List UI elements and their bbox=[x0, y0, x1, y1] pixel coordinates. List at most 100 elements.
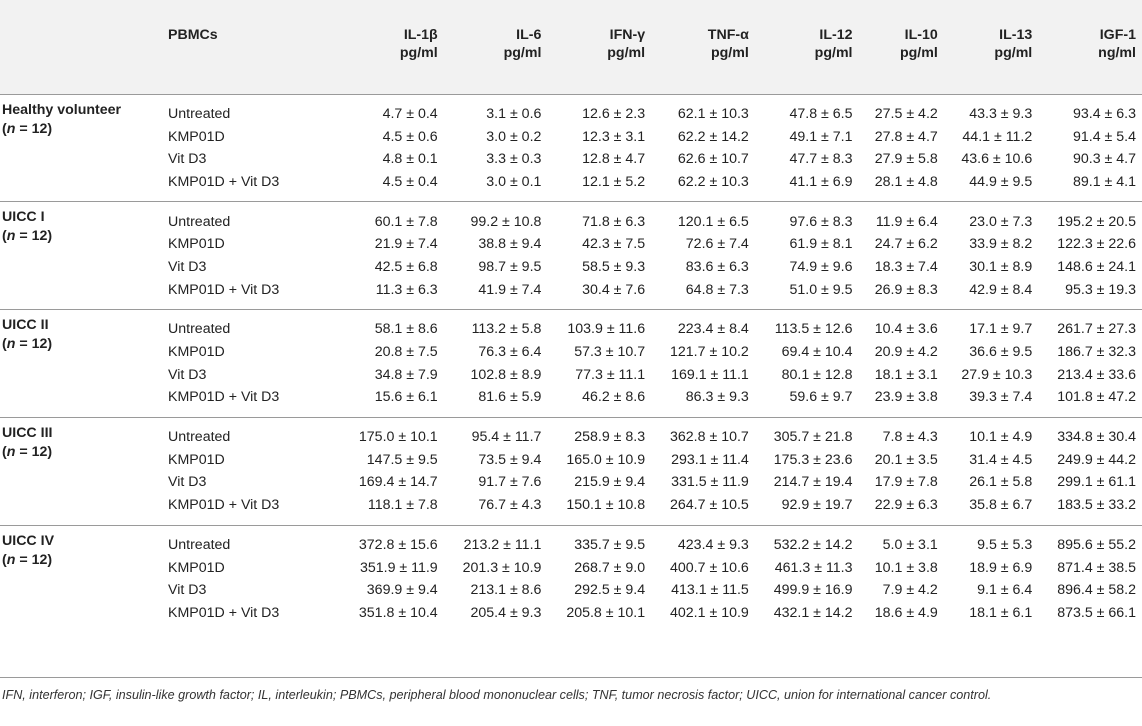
value-cell: 113.5 ± 12.6 bbox=[774, 321, 853, 338]
value-cell: 18.6 ± 4.9 bbox=[874, 604, 938, 621]
value-cell: 99.2 ± 10.8 bbox=[470, 213, 542, 230]
header-unit: pg/ml bbox=[399, 45, 438, 61]
pbmc-treatment: KMP01D + Vit D3 bbox=[168, 497, 280, 514]
value-cell: 18.1 ± 3.1 bbox=[874, 366, 938, 383]
value-cell: 41.9 ± 7.4 bbox=[478, 281, 542, 298]
value-cell: 35.8 ± 6.7 bbox=[969, 497, 1033, 514]
value-cell: 12.3 ± 3.1 bbox=[582, 128, 646, 145]
value-cell: 461.3 ± 11.3 bbox=[774, 559, 853, 576]
value-cell: 49.1 ± 7.1 bbox=[789, 128, 853, 145]
value-cell: 402.1 ± 10.9 bbox=[670, 604, 749, 621]
header-unit: ng/ml bbox=[1098, 45, 1136, 61]
header-unit: pg/ml bbox=[503, 45, 542, 61]
pbmc-treatment: Vit D3 bbox=[168, 366, 207, 383]
header-label: IL-1β bbox=[403, 27, 438, 43]
value-cell: 413.1 ± 11.5 bbox=[671, 582, 749, 599]
value-cell: 44.1 ± 11.2 bbox=[962, 128, 1033, 145]
value-cell: 18.9 ± 6.9 bbox=[969, 559, 1033, 576]
value-cell: 305.7 ± 21.8 bbox=[773, 429, 853, 446]
value-cell: 268.7 ± 9.0 bbox=[574, 559, 646, 576]
value-cell: 18.3 ± 7.4 bbox=[874, 258, 938, 275]
value-cell: 293.1 ± 11.4 bbox=[671, 451, 749, 468]
value-cell: 3.1 ± 0.6 bbox=[486, 105, 542, 122]
value-cell: 62.1 ± 10.3 bbox=[677, 105, 749, 122]
group-n: (n = 12) bbox=[2, 551, 53, 568]
value-cell: 873.5 ± 66.1 bbox=[1057, 604, 1136, 621]
value-cell: 122.3 ± 22.6 bbox=[1057, 236, 1136, 253]
value-cell: 331.5 ± 11.9 bbox=[671, 474, 749, 491]
value-cell: 20.8 ± 7.5 bbox=[374, 344, 438, 361]
value-cell: 26.9 ± 8.3 bbox=[874, 281, 938, 298]
value-cell: 46.2 ± 8.6 bbox=[582, 389, 646, 406]
value-cell: 89.1 ± 4.1 bbox=[1072, 173, 1136, 190]
value-cell: 81.6 ± 5.9 bbox=[478, 389, 542, 406]
header-unit: pg/ml bbox=[994, 45, 1033, 61]
pbmc-treatment: KMP01D bbox=[168, 344, 225, 361]
value-cell: 215.9 ± 9.4 bbox=[574, 474, 646, 491]
value-cell: 12.8 ± 4.7 bbox=[582, 151, 646, 168]
value-cell: 175.3 ± 23.6 bbox=[773, 451, 853, 468]
value-cell: 423.4 ± 9.3 bbox=[677, 536, 749, 553]
group-name: UICC II bbox=[2, 317, 49, 333]
pbmc-treatment: Untreated bbox=[168, 536, 231, 553]
value-cell: 121.7 ± 10.2 bbox=[670, 344, 749, 361]
table-row: KMP01D 4.5 ± 0.6 3.0 ± 0.2 12.3 ± 3.1 62.2 ±… bbox=[0, 125, 1142, 148]
value-cell: 169.1 ± 11.1 bbox=[671, 366, 749, 383]
value-cell: 213.2 ± 11.1 bbox=[463, 536, 542, 553]
group-label: UICC IV (n = 12) bbox=[0, 525, 168, 632]
value-cell: 41.1 ± 6.9 bbox=[789, 173, 853, 190]
value-cell: 432.1 ± 14.2 bbox=[773, 604, 853, 621]
column-header: IFN-γ pg/ml bbox=[547, 0, 651, 94]
value-cell: 17.9 ± 7.8 bbox=[874, 474, 938, 491]
value-cell: 33.9 ± 8.2 bbox=[969, 236, 1033, 253]
table-row: UICC I (n = 12) Untreated 60.1 ± 7.8 99.2 ± … bbox=[0, 202, 1142, 244]
value-cell: 201.3 ± 10.9 bbox=[462, 559, 542, 576]
table-row: Healthy volunteer (n = 12) Untreated 4.7 ± … bbox=[0, 94, 1142, 137]
table-row: UICC IV (n = 12) Untreated 372.8 ± 15.6 213.… bbox=[0, 525, 1142, 568]
value-cell: 148.6 ± 24.1 bbox=[1057, 258, 1136, 275]
value-cell: 113.2 ± 5.8 bbox=[471, 321, 542, 338]
value-cell: 73.5 ± 9.4 bbox=[478, 451, 542, 468]
value-cell: 351.8 ± 10.4 bbox=[358, 604, 438, 621]
value-cell: 21.9 ± 7.4 bbox=[374, 236, 438, 253]
group-section: Healthy volunteer (n = 12) Untreated 4.7 ± … bbox=[0, 94, 1142, 202]
value-cell: 147.5 ± 9.5 bbox=[366, 451, 438, 468]
group-name: UICC IV bbox=[2, 532, 55, 549]
value-cell: 3.0 ± 0.2 bbox=[486, 128, 542, 145]
value-cell: 10.1 ± 4.9 bbox=[969, 429, 1033, 446]
value-cell: 499.9 ± 16.9 bbox=[773, 582, 853, 599]
group-section: UICC IV (n = 12) Untreated 372.8 ± 15.6 213.… bbox=[0, 525, 1142, 632]
group-n: (n = 12) bbox=[2, 443, 53, 460]
value-cell: 205.4 ± 9.3 bbox=[470, 604, 542, 621]
value-cell: 299.1 ± 61.1 bbox=[1057, 474, 1136, 491]
header-label: IGF-1 bbox=[1099, 27, 1136, 43]
cytokine-table: PBMCs IL-1β pg/ml IL-6 pg/ml IFN-γ pg/ml TNF-α p… bbox=[0, 0, 1142, 632]
value-cell: 150.1 ± 10.8 bbox=[566, 497, 646, 514]
header-label: IL-12 bbox=[819, 27, 853, 43]
pbmc-treatment: Untreated bbox=[168, 213, 231, 230]
value-cell: 3.3 ± 0.3 bbox=[486, 151, 542, 168]
group-name: Healthy volunteer bbox=[2, 101, 122, 118]
value-cell: 98.7 ± 9.5 bbox=[478, 258, 542, 275]
value-cell: 92.9 ± 19.7 bbox=[781, 497, 853, 514]
pbmc-treatment: KMP01D + Vit D3 bbox=[168, 389, 280, 406]
group-section: UICC III (n = 12) Untreated 175.0 ± 10.1 95.… bbox=[0, 417, 1142, 525]
value-cell: 351.9 ± 11.9 bbox=[359, 559, 438, 576]
table-row: Vit D3 34.8 ± 7.9 102.8 ± 8.9 77.3 ± 11.1 16… bbox=[0, 363, 1142, 386]
pbmc-treatment: Vit D3 bbox=[168, 582, 207, 599]
header-unit: pg/ml bbox=[710, 45, 749, 61]
value-cell: 249.9 ± 44.2 bbox=[1057, 451, 1136, 468]
value-cell: 27.9 ± 5.8 bbox=[874, 151, 938, 168]
value-cell: 101.8 ± 47.2 bbox=[1057, 389, 1136, 406]
value-cell: 30.1 ± 8.9 bbox=[969, 258, 1033, 275]
value-cell: 42.3 ± 7.5 bbox=[582, 236, 646, 253]
value-cell: 11.3 ± 6.3 bbox=[375, 281, 438, 298]
table-row: KMP01D + Vit D3 4.5 ± 0.4 3.0 ± 0.1 12.1 ± … bbox=[0, 171, 1142, 202]
pbmc-header: PBMCs bbox=[168, 0, 340, 94]
group-name: UICC I bbox=[2, 209, 45, 226]
value-cell: 12.6 ± 2.3 bbox=[582, 105, 646, 122]
group-header bbox=[0, 0, 168, 94]
value-cell: 91.4 ± 5.4 bbox=[1072, 128, 1136, 145]
value-cell: 30.4 ± 7.6 bbox=[582, 281, 646, 298]
